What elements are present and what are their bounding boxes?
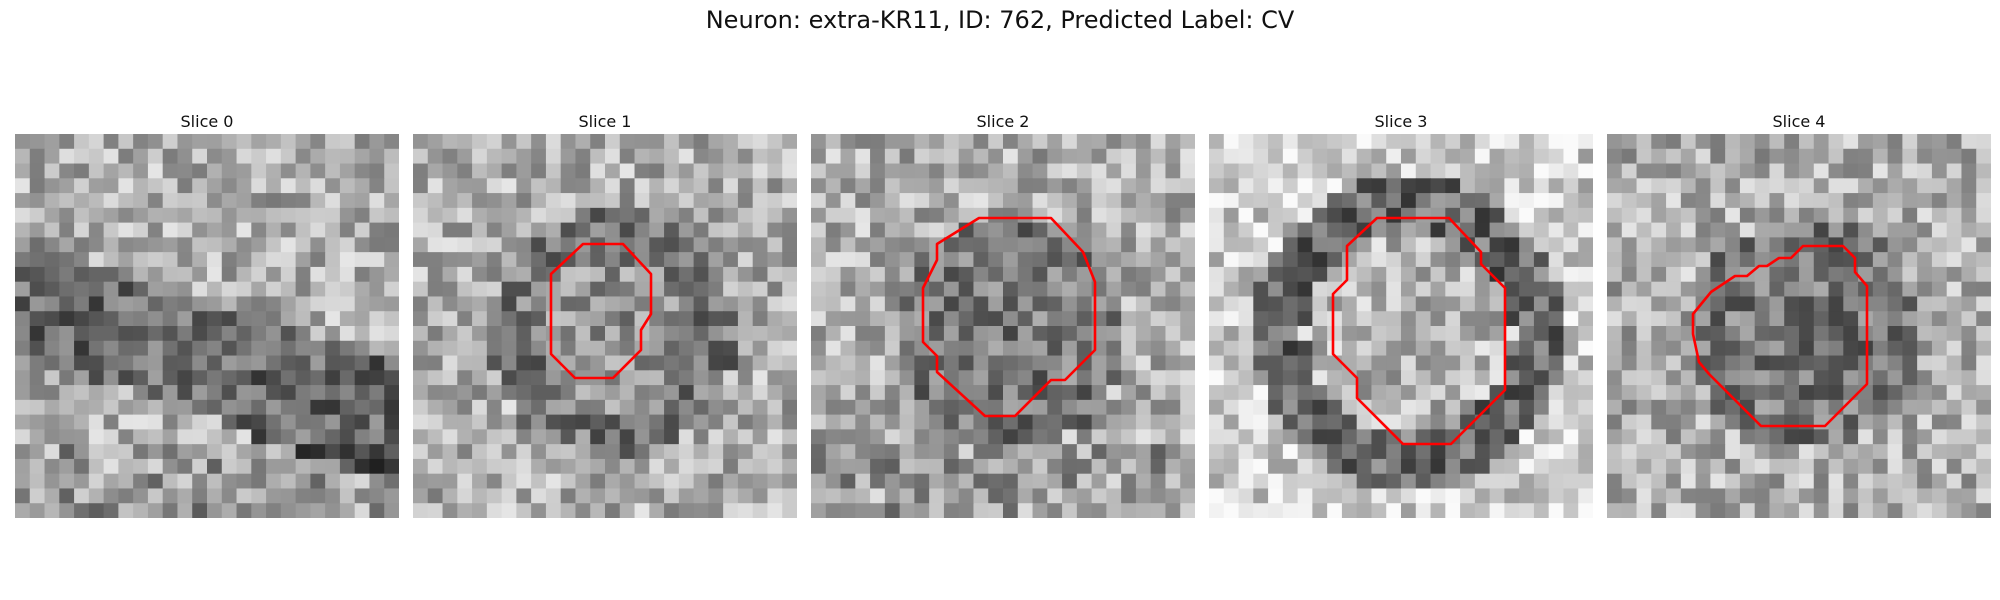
pixel-grid bbox=[15, 134, 399, 518]
slice-title: Slice 2 bbox=[976, 112, 1030, 131]
slice-image bbox=[1209, 134, 1593, 518]
pixel-grid bbox=[811, 134, 1195, 518]
slice-title: Slice 4 bbox=[1772, 112, 1826, 131]
slice-image bbox=[1607, 134, 1991, 518]
slice-panel-0: Slice 0 bbox=[15, 110, 399, 518]
slice-image bbox=[811, 134, 1195, 518]
segmentation-contour bbox=[549, 242, 653, 380]
segmentation-contour bbox=[1331, 216, 1507, 446]
slice-panel-1: Slice 1 bbox=[413, 110, 797, 518]
pixel-grid bbox=[1607, 134, 1991, 518]
slice-title: Slice 1 bbox=[578, 112, 632, 131]
slice-image bbox=[413, 134, 797, 518]
figure-title: Neuron: extra-KR11, ID: 762, Predicted L… bbox=[705, 6, 1295, 34]
pixel-grid bbox=[413, 134, 797, 518]
slice-image bbox=[15, 134, 399, 518]
segmentation-contour bbox=[921, 216, 1097, 418]
segmentation-contour bbox=[1691, 244, 1869, 428]
slice-title: Slice 0 bbox=[180, 112, 234, 131]
slice-title: Slice 3 bbox=[1374, 112, 1428, 131]
slice-panel-4: Slice 4 bbox=[1607, 110, 1991, 518]
slice-panel-2: Slice 2 bbox=[811, 110, 1195, 518]
pixel-grid bbox=[1209, 134, 1593, 518]
slice-panel-3: Slice 3 bbox=[1209, 110, 1593, 518]
